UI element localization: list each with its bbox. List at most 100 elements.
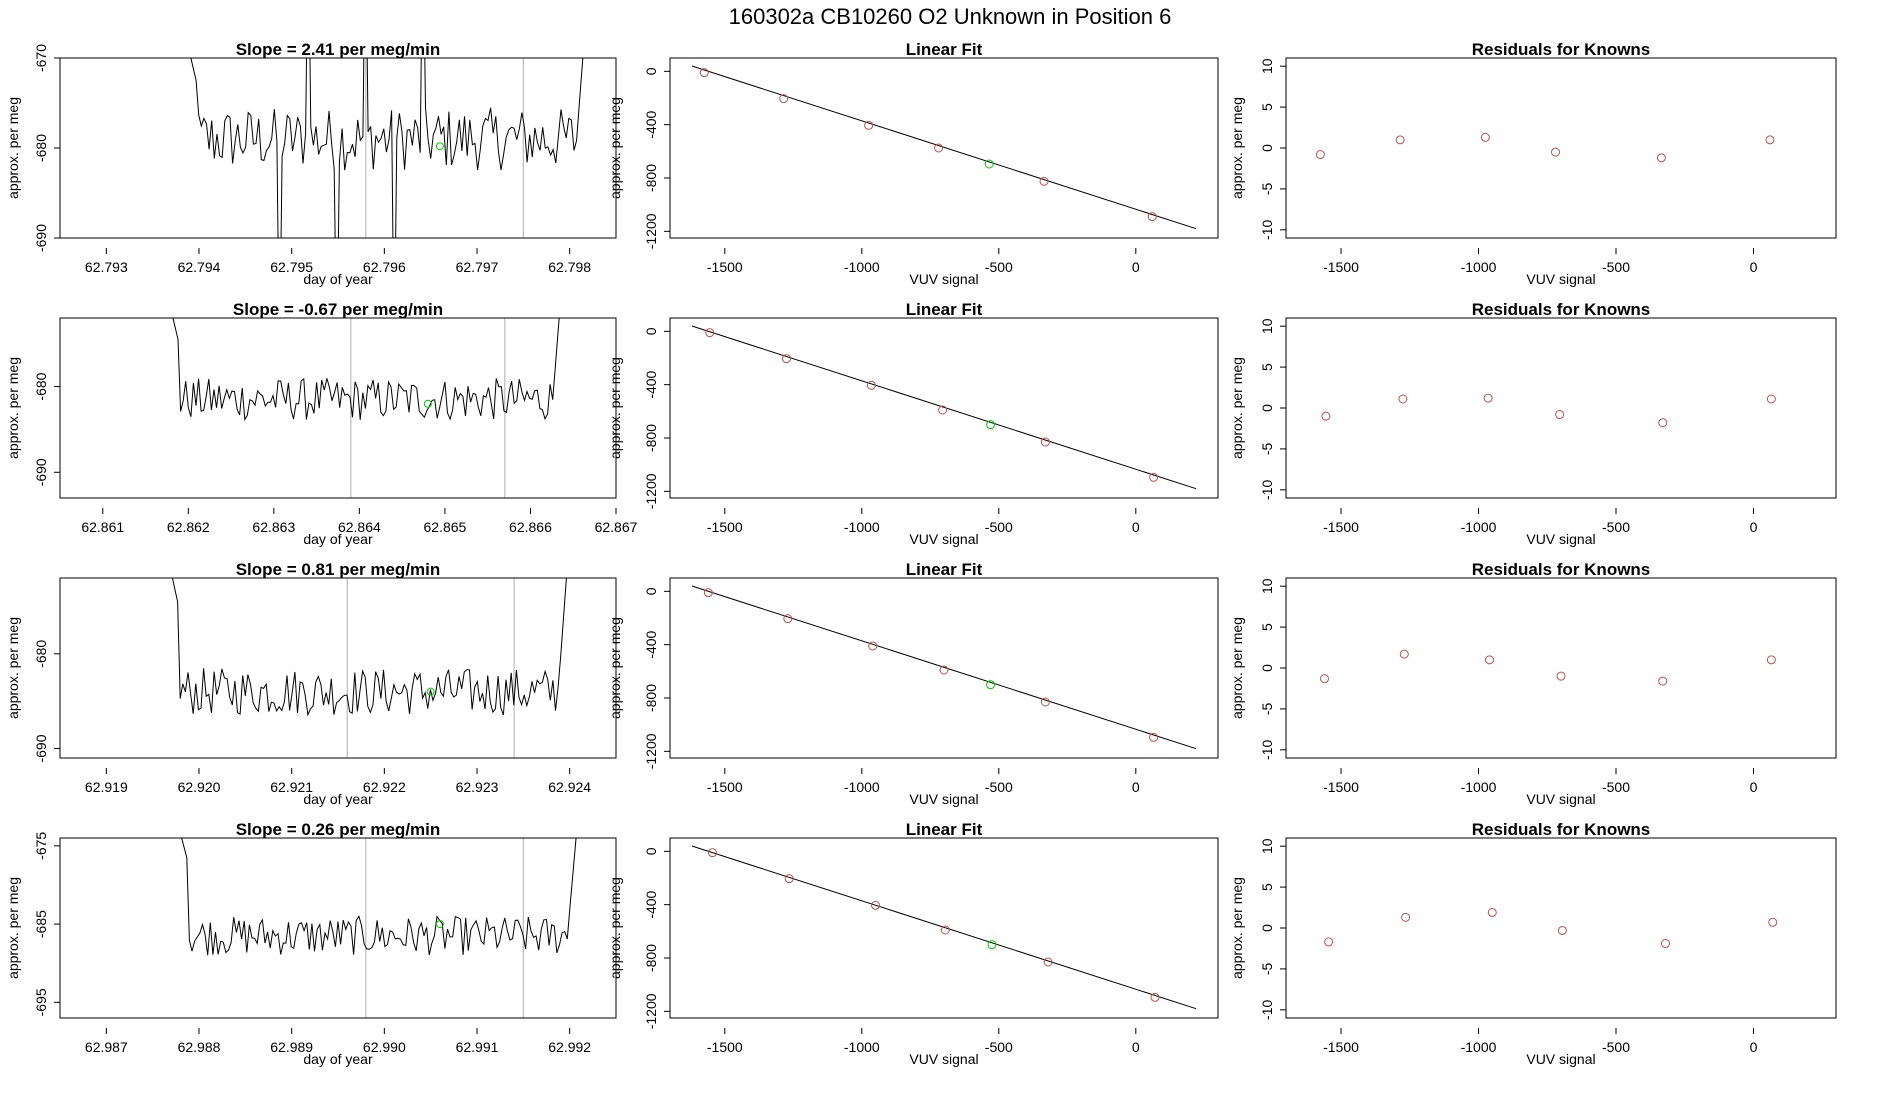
time-plot-ytick-label: -680 bbox=[33, 640, 49, 668]
residual-point bbox=[1487, 907, 1497, 917]
residual-plot-xlabel: VUV signal bbox=[1526, 1051, 1595, 1067]
residual-point bbox=[1398, 394, 1408, 404]
time-plot-xtick-label: 62.991 bbox=[456, 1039, 499, 1055]
known-point bbox=[781, 354, 791, 364]
time-plot-xtick-label: 62.921 bbox=[270, 779, 313, 795]
time-plot-xtick-label: 62.796 bbox=[363, 259, 406, 275]
fit-plot-ytick-label: 0 bbox=[643, 67, 659, 75]
time-plot-xtick-label: 62.924 bbox=[548, 779, 591, 795]
time-plot-frame bbox=[59, 577, 617, 759]
time-plot-xtick-label: 62.795 bbox=[270, 259, 313, 275]
residual-point bbox=[1658, 418, 1668, 428]
residual-point bbox=[1320, 674, 1329, 684]
time-plot-xtick-label: 62.794 bbox=[178, 259, 221, 275]
time-plot-ylabel: approx. per meg bbox=[5, 617, 21, 719]
fit-plot-xtick-label: -500 bbox=[985, 1039, 1013, 1055]
time-plot-frame bbox=[59, 317, 617, 499]
residual-plot-title: Residuals for Knowns bbox=[1472, 560, 1651, 579]
residual-plot-xtick-label: 0 bbox=[1750, 1039, 1758, 1055]
time-plot-ylabel: approx. per meg bbox=[5, 97, 21, 199]
fit-plot-ytick-label: -1200 bbox=[643, 733, 659, 769]
residual-plot-xtick-label: 0 bbox=[1750, 519, 1758, 535]
fit-plot-xtick-label: -1500 bbox=[707, 519, 743, 535]
time-plot-ytick-label: -680 bbox=[33, 372, 49, 400]
known-point bbox=[1040, 697, 1050, 707]
residual-plot-ytick-label: 5 bbox=[1259, 623, 1275, 631]
known-point bbox=[939, 665, 949, 675]
time-plot-xlabel: day of year bbox=[303, 531, 373, 547]
fit-plot-title: Linear Fit bbox=[906, 40, 983, 59]
residual-plot-xtick-label: -1000 bbox=[1461, 259, 1497, 275]
residual-plot-frame bbox=[1285, 317, 1837, 499]
residual-plot-ytick-label: -5 bbox=[1259, 702, 1275, 715]
fit-plot-xtick-label: -500 bbox=[985, 259, 1013, 275]
residual-plot-xtick-label: -1000 bbox=[1461, 779, 1497, 795]
residual-plot-xtick-label: -1000 bbox=[1461, 1039, 1497, 1055]
fit-plot-title: Linear Fit bbox=[906, 820, 983, 839]
fit-line bbox=[691, 585, 1197, 750]
unknown-point bbox=[984, 159, 994, 169]
known-point bbox=[1043, 957, 1053, 967]
fit-plot-frame bbox=[669, 577, 1219, 759]
known-point bbox=[868, 641, 878, 651]
fit-plot-ytick-label: -400 bbox=[643, 630, 659, 658]
residual-plot-frame bbox=[1285, 577, 1837, 759]
fit-plot-ytick-label: -1200 bbox=[643, 213, 659, 249]
residual-point bbox=[1551, 147, 1560, 157]
residual-plot-ytick-label: 0 bbox=[1259, 144, 1275, 152]
time-plot-ytick-label: -695 bbox=[33, 988, 49, 1016]
residual-point bbox=[1485, 655, 1494, 665]
fit-plot-title: Linear Fit bbox=[906, 560, 983, 579]
residual-point bbox=[1321, 411, 1331, 421]
time-plot-xlabel: day of year bbox=[303, 791, 373, 807]
time-plot-xtick-label: 62.861 bbox=[81, 519, 124, 535]
residual-plot-ytick-label: 0 bbox=[1259, 664, 1275, 672]
fit-line bbox=[691, 845, 1197, 1010]
residual-plot-ylabel: approx. per meg bbox=[1229, 877, 1245, 979]
known-point bbox=[779, 94, 789, 104]
time-plot-ylabel: approx. per meg bbox=[5, 877, 21, 979]
residual-plot-xtick-label: -1500 bbox=[1323, 259, 1359, 275]
residual-plot-ytick-label: 10 bbox=[1259, 578, 1275, 594]
residual-plot-ytick-label: -5 bbox=[1259, 182, 1275, 195]
residual-plot-ytick-label: -10 bbox=[1259, 999, 1275, 1019]
residual-plot-ylabel: approx. per meg bbox=[1229, 357, 1245, 459]
residual-plot-frame bbox=[1285, 837, 1837, 1019]
fit-plot-xtick-label: -500 bbox=[985, 779, 1013, 795]
residual-plot-xtick-label: 0 bbox=[1750, 259, 1758, 275]
known-point bbox=[940, 925, 950, 935]
residual-plot-ytick-label: -5 bbox=[1259, 962, 1275, 975]
time-plot-xtick-label: 62.862 bbox=[167, 519, 210, 535]
residual-plot-ytick-label: -10 bbox=[1259, 479, 1275, 499]
fit-plot-xtick-label: 0 bbox=[1132, 1039, 1140, 1055]
fit-plot-xtick-label: -1000 bbox=[844, 259, 880, 275]
residual-point bbox=[1656, 153, 1666, 163]
residual-plot-title: Residuals for Knowns bbox=[1472, 820, 1651, 839]
residual-point bbox=[1661, 939, 1670, 949]
residual-plot-title: Residuals for Knowns bbox=[1472, 40, 1651, 59]
time-plot-xtick-label: 62.865 bbox=[424, 519, 467, 535]
residual-point bbox=[1315, 150, 1325, 160]
fit-plot-ylabel: approx. per meg bbox=[607, 97, 623, 199]
known-point bbox=[934, 143, 944, 153]
fit-plot-ytick-label: -400 bbox=[643, 370, 659, 398]
residual-plot-ytick-label: 0 bbox=[1259, 924, 1275, 932]
time-plot-xtick-label: 62.922 bbox=[363, 779, 406, 795]
time-plot-xtick-label: 62.919 bbox=[85, 779, 128, 795]
signal-trace bbox=[172, 318, 560, 422]
fit-plot-frame bbox=[669, 57, 1219, 239]
known-point bbox=[1150, 992, 1160, 1002]
time-plot-xtick-label: 62.988 bbox=[178, 1039, 221, 1055]
residual-point bbox=[1483, 393, 1493, 403]
time-plot-title: Slope = 0.81 per meg/min bbox=[236, 560, 441, 579]
unknown-point bbox=[435, 920, 444, 929]
fit-plot-ytick-label: -800 bbox=[643, 424, 659, 452]
fit-plot-ylabel: approx. per meg bbox=[607, 357, 623, 459]
residual-plot-xtick-label: -1500 bbox=[1323, 1039, 1359, 1055]
residual-plot-xtick-label: -500 bbox=[1602, 1039, 1630, 1055]
fit-plot-ylabel: approx. per meg bbox=[607, 617, 623, 719]
signal-trace bbox=[181, 838, 577, 956]
time-plot-xlabel: day of year bbox=[303, 1051, 373, 1067]
residual-plot-ylabel: approx. per meg bbox=[1229, 97, 1245, 199]
